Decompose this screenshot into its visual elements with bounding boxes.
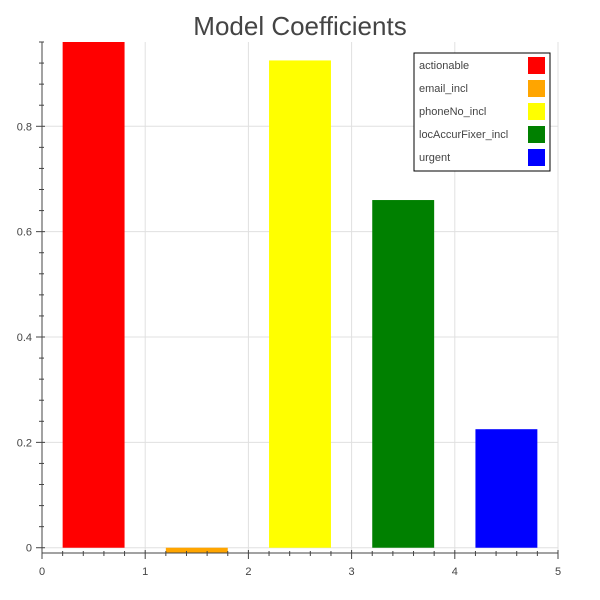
legend-label: phoneNo_incl — [419, 106, 486, 118]
legend: actionable email_incl phoneNo_incl locAccur… — [414, 53, 550, 171]
y-tick-label: 0 — [26, 543, 32, 555]
chart-title: Model Coefficients — [193, 11, 406, 41]
legend-swatch — [528, 126, 545, 143]
bar-locAccurFixer_incl — [372, 200, 434, 548]
legend-label: locAccurFixer_incl — [419, 129, 508, 141]
x-tick-label: 0 — [39, 566, 45, 578]
x-tick-label: 2 — [245, 566, 251, 578]
x-tick-label: 3 — [349, 566, 355, 578]
x-tick-label: 4 — [452, 566, 458, 578]
y-tick-label: 0.4 — [17, 332, 32, 344]
y-tick-label: 0.6 — [17, 227, 32, 239]
legend-label: email_incl — [419, 83, 468, 95]
legend-swatch — [528, 149, 545, 166]
bar-phoneNo_incl — [269, 60, 331, 547]
legend-swatch — [528, 57, 545, 74]
legend-label: urgent — [419, 152, 450, 164]
legend-swatch — [528, 80, 545, 97]
bar-actionable — [63, 42, 125, 548]
y-tick-label: 0.2 — [17, 437, 32, 449]
legend-swatch — [528, 103, 545, 120]
x-tick-label: 1 — [142, 566, 148, 578]
y-tick-label: 0.8 — [17, 121, 32, 133]
x-tick-label: 5 — [555, 566, 561, 578]
bar-urgent — [475, 429, 537, 548]
bar-email_incl — [166, 548, 228, 553]
legend-label: actionable — [419, 60, 469, 72]
